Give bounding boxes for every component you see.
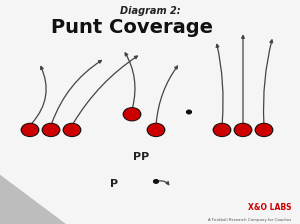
Circle shape [234, 123, 252, 136]
Circle shape [22, 124, 38, 136]
Circle shape [124, 109, 140, 120]
Circle shape [255, 123, 273, 136]
Circle shape [236, 124, 250, 136]
Circle shape [256, 124, 272, 136]
Circle shape [63, 123, 81, 136]
Circle shape [214, 124, 230, 136]
Circle shape [42, 123, 60, 136]
Circle shape [187, 110, 191, 114]
Circle shape [123, 108, 141, 121]
Circle shape [213, 123, 231, 136]
Circle shape [148, 124, 164, 136]
Polygon shape [0, 175, 66, 224]
Text: X&O LABS: X&O LABS [248, 203, 291, 212]
Text: Diagram 2:: Diagram 2: [120, 6, 180, 16]
Text: A Football Research Company for Coaches: A Football Research Company for Coaches [208, 218, 291, 222]
Text: Punt Coverage: Punt Coverage [51, 18, 213, 37]
Text: P: P [110, 179, 118, 189]
Circle shape [147, 123, 165, 136]
Text: PP: PP [133, 152, 149, 162]
Circle shape [44, 124, 59, 136]
Circle shape [21, 123, 39, 136]
Circle shape [64, 124, 80, 136]
Circle shape [154, 180, 158, 183]
